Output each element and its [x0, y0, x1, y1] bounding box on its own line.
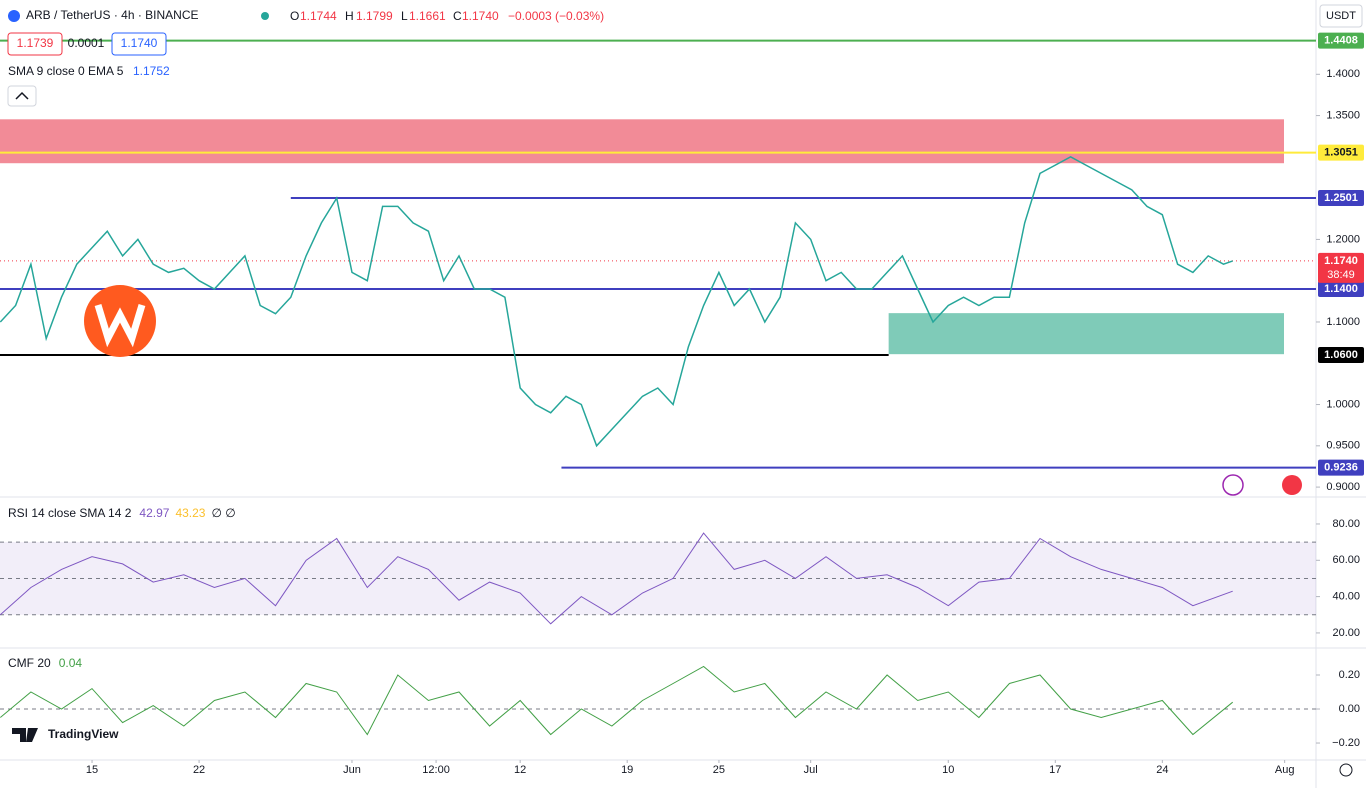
y-tick-label: −0.20 — [1332, 737, 1360, 749]
pane-extra: ∅ ∅ — [211, 506, 235, 520]
x-tick-label: 19 — [621, 764, 633, 776]
pane-value: 42.97 — [139, 506, 169, 520]
y-tick-label: 1.1000 — [1326, 316, 1360, 328]
pane-value: 0.04 — [59, 656, 83, 670]
y-tick-label: 1.2000 — [1326, 233, 1360, 245]
level-label: 1.2501 — [1324, 192, 1358, 204]
countdown: 38:49 — [1327, 269, 1355, 281]
x-tick-label: 12 — [514, 764, 526, 776]
y-tick-label: 0.9500 — [1326, 440, 1360, 452]
ohlc-label: O — [290, 9, 299, 23]
currency-button[interactable] — [1319, 4, 1363, 28]
level-label-box — [1318, 144, 1364, 161]
collapse-button[interactable] — [7, 85, 37, 107]
level-label-box — [1318, 252, 1364, 283]
ohlc-value: 1.1744 — [300, 9, 337, 23]
brand-logo — [12, 728, 38, 742]
ohlc-label: C — [453, 9, 462, 23]
level-label-box — [1318, 190, 1364, 207]
y-tick-label: 1.0000 — [1326, 398, 1360, 410]
ohlc-value: 1.1661 — [409, 9, 446, 23]
x-tick-label: 25 — [713, 764, 725, 776]
y-tick-label: 20.00 — [1332, 627, 1360, 639]
chevron — [15, 91, 29, 100]
level-label: 1.4408 — [1324, 35, 1358, 47]
symbol: ARB / TetherUS · 4h · BINANCE — [26, 8, 199, 22]
indicator-line — [0, 665, 1234, 736]
ohlc-label: H — [345, 9, 354, 23]
level-label: 1.1740 — [1324, 255, 1358, 267]
zone — [0, 119, 1284, 164]
logo-mark — [94, 303, 146, 348]
x-tick-label: Aug — [1275, 764, 1295, 776]
event-icon[interactable] — [1222, 474, 1244, 496]
x-tick-label: Jul — [804, 764, 818, 776]
y-tick-label: 0.00 — [1339, 703, 1360, 715]
level-label-box — [1318, 32, 1364, 49]
indicator-value: 1.1752 — [133, 64, 170, 78]
level-label: 1.3051 — [1324, 147, 1358, 159]
y-tick-label: 0.9000 — [1326, 481, 1360, 493]
y-tick-label: 1.4000 — [1326, 68, 1360, 80]
y-tick-label: 60.00 — [1332, 554, 1360, 566]
zone — [888, 313, 1284, 355]
ohlc-value: 1.1740 — [462, 9, 499, 23]
x-tick-label: 15 — [86, 764, 98, 776]
spread: 0.0001 — [68, 36, 105, 50]
level-label-box — [1318, 459, 1364, 476]
y-tick-label: 40.00 — [1332, 591, 1360, 603]
pane-title: CMF 20 — [8, 656, 51, 670]
indicator: SMA 9 close 0 EMA 5 — [8, 64, 124, 78]
level-label: 0.9236 — [1324, 462, 1358, 474]
change: −0.0003 (−0.03%) — [508, 9, 604, 23]
level-label-box — [1318, 280, 1364, 297]
sell-button[interactable] — [7, 32, 63, 56]
y-tick-label: 80.00 — [1332, 518, 1360, 530]
brand: TradingView — [48, 727, 119, 741]
ask: 1.1740 — [121, 36, 158, 50]
y-tick-label: 0.20 — [1339, 669, 1360, 681]
y-tick-label: 1.3500 — [1326, 109, 1360, 121]
plots: 15 22 Jun 12:00 12 19 25 Jul 10 17 24 Aug 1.4000 1.35… — [0, 32, 1364, 776]
flag-icon[interactable] — [1282, 475, 1302, 495]
price-line — [0, 156, 1233, 448]
ohlc-value: 1.1799 — [356, 9, 393, 23]
ohlc-label: L — [401, 9, 408, 23]
pane-title: RSI 14 close SMA 14 2 — [8, 506, 132, 520]
pane-value: 43.23 — [175, 506, 205, 520]
currency: USDT — [1326, 10, 1356, 22]
legend: ARB / TetherUS · 4h · BINANCE O 1.1744 H… — [7, 4, 1363, 777]
level-label: 1.0600 — [1324, 349, 1358, 361]
x-tick-label: Jun — [343, 764, 361, 776]
settings-icon[interactable] — [1339, 763, 1353, 777]
x-tick-label: 17 — [1049, 764, 1061, 776]
x-tick-label: 22 — [193, 764, 205, 776]
market-status — [261, 12, 269, 20]
symbol-icon — [8, 10, 20, 22]
x-tick-label: 10 — [942, 764, 954, 776]
buy-button[interactable] — [111, 32, 167, 56]
bid: 1.1739 — [17, 36, 54, 50]
level-label-box — [1318, 347, 1364, 363]
x-tick-label: 12:00 — [422, 764, 450, 776]
x-tick-label: 24 — [1156, 764, 1168, 776]
indicator-line — [0, 532, 1233, 625]
level-label: 1.1400 — [1324, 283, 1358, 295]
